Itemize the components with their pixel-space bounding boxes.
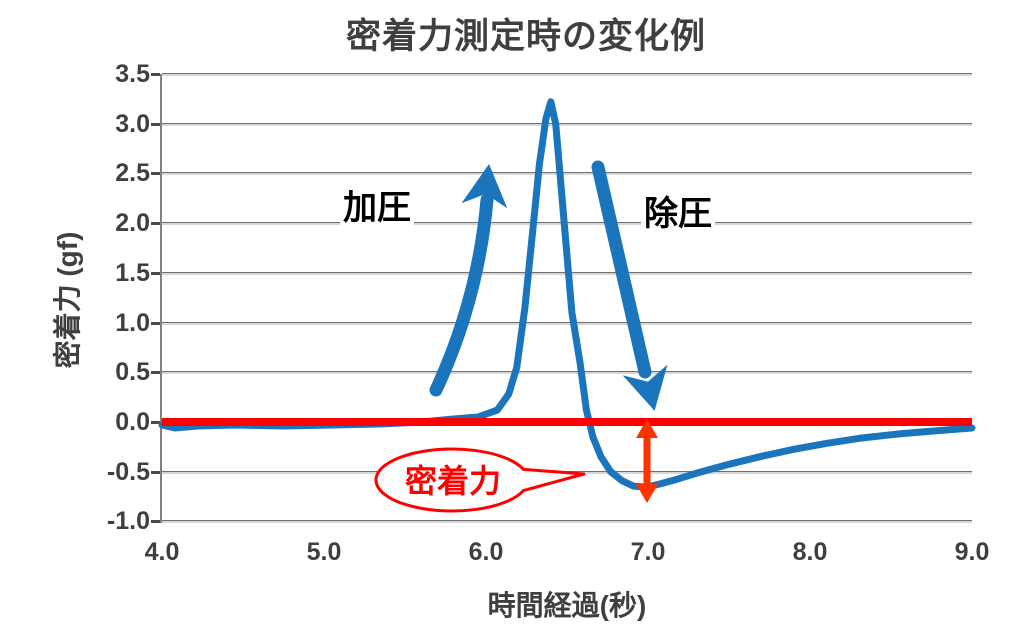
adhesion-measure-arrow-icon	[636, 419, 658, 503]
y-tick	[151, 172, 160, 176]
gridline	[162, 520, 972, 524]
x-tick-label: 6.0	[468, 538, 504, 566]
y-tick-label: 0.5	[115, 358, 150, 387]
y-tick-label: 0.0	[115, 408, 150, 436]
x-tick-label: 7.0	[630, 538, 666, 566]
x-axis-title: 時間経過(秒)	[487, 590, 647, 621]
pressurize-label: 加圧	[340, 189, 414, 227]
gridline	[162, 122, 972, 126]
force-curve	[158, 98, 976, 491]
y-tick	[151, 222, 160, 226]
x-tick-label: 4.0	[144, 538, 180, 566]
depressurize-arrow-icon	[591, 160, 668, 411]
y-tick-label: 2.5	[115, 159, 150, 188]
y-tick	[151, 371, 160, 375]
gridline	[162, 321, 972, 325]
y-tick	[151, 470, 160, 474]
y-axis-line	[160, 74, 162, 523]
depressurize-label: 除圧	[641, 195, 715, 233]
y-tick-label: 3.0	[115, 109, 150, 138]
callout-bubble	[374, 447, 586, 513]
y-tick-label: 1.0	[115, 308, 150, 337]
y-tick-label: 3.5	[115, 59, 150, 88]
y-tick-label: 2.0	[115, 209, 150, 238]
y-tick	[151, 72, 160, 76]
x-tick-label: 5.0	[306, 538, 342, 566]
y-tick-label: -0.5	[106, 457, 150, 486]
y-tick	[151, 520, 160, 524]
y-tick-label: 1.5	[115, 258, 150, 287]
pressurize-arrow-icon	[429, 164, 508, 397]
y-tick	[151, 421, 160, 424]
x-tick-label: 8.0	[792, 538, 828, 566]
y-tick	[151, 321, 160, 325]
gridline	[162, 371, 972, 375]
chart-title: 密着力測定時の変化例	[345, 17, 706, 56]
y-tick	[151, 271, 160, 275]
callout-label: 密着力	[404, 463, 501, 499]
x-tick-label: 9.0	[954, 538, 990, 566]
y-tick	[151, 122, 160, 126]
gridline	[162, 72, 972, 76]
gridline	[162, 172, 972, 176]
y-tick-label: -1.0	[106, 507, 150, 536]
